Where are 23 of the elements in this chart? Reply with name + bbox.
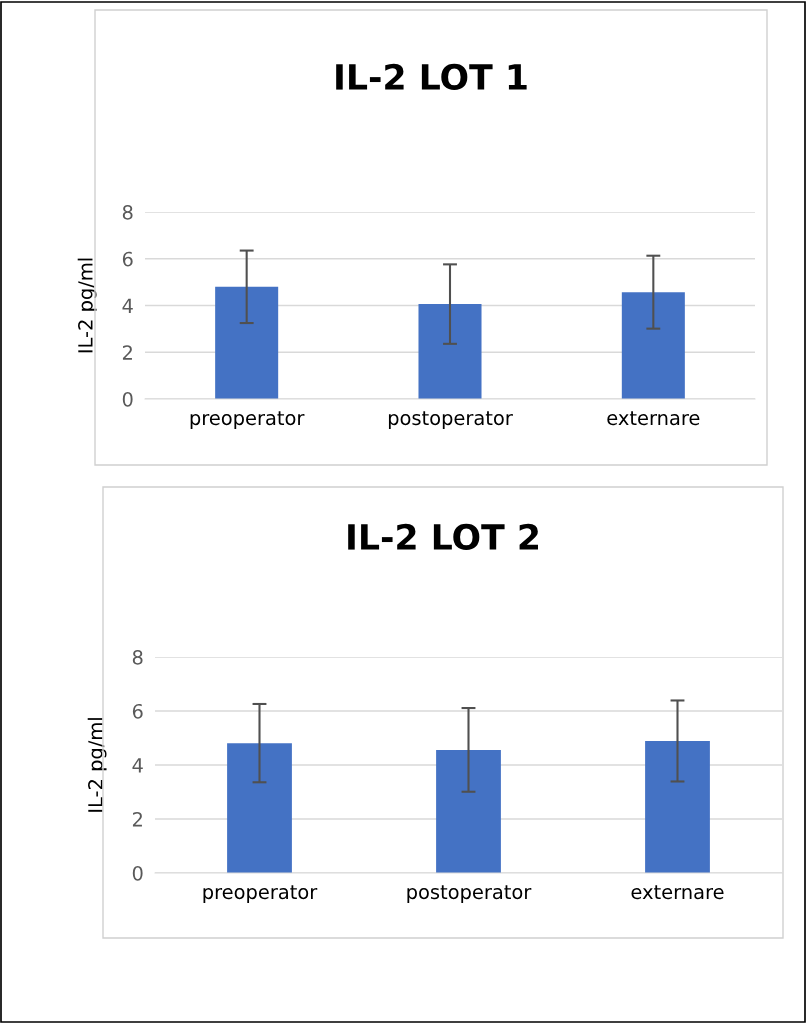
bar: [436, 749, 501, 873]
chart-title: IL-2 LOT 2: [348, 523, 538, 551]
y-tick-label: 2: [132, 811, 142, 827]
y-tick-label: 8: [132, 649, 143, 665]
y-tick-label: 8: [122, 204, 133, 220]
x-tick-label: preoperator: [190, 411, 305, 429]
x-tick-label: postoperator: [407, 885, 532, 903]
y-tick-label: 0: [122, 391, 133, 407]
chart-title: IL-2 LOT 1: [336, 63, 527, 91]
y-axis-title: IL-2 pg/ml: [87, 718, 107, 812]
y-axis-title: IL-2 pg/ml: [77, 258, 97, 353]
y-tick-label: 4: [132, 758, 143, 773]
y-tick-label: 0: [132, 865, 143, 881]
x-tick-label: preoperator: [203, 885, 318, 903]
bar: [227, 743, 292, 873]
y-tick-label: 4: [122, 298, 133, 313]
bar: [645, 740, 710, 873]
y-tick-label: 2: [122, 345, 132, 360]
x-tick-label: externare: [607, 411, 700, 426]
x-tick-label: externare: [631, 885, 724, 900]
y-tick-label: 6: [132, 703, 143, 719]
y-tick-label: 6: [122, 251, 133, 267]
x-tick-label: postoperator: [388, 411, 513, 429]
